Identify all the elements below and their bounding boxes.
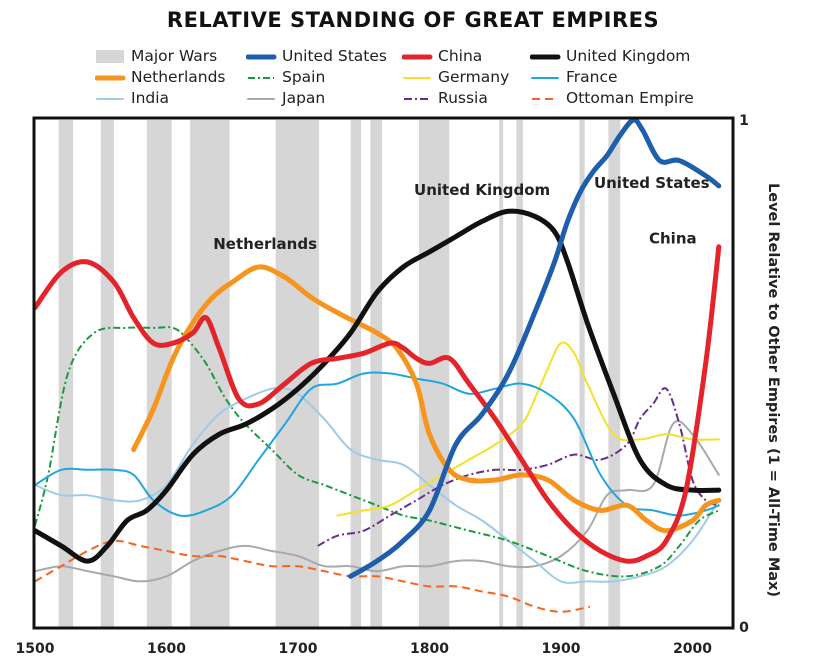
war-band-9 [516,120,523,627]
legend-swatch [95,75,126,81]
x-tick-label: 1500 [16,641,55,657]
legend-label: China [438,47,483,65]
x-axis-ticks: 1500 1600 1700 1800 1900 2000 [16,641,713,657]
legend-swatch [404,98,430,100]
x-tick-label: 2000 [673,641,712,657]
legend-label: United Kingdom [566,47,691,65]
legend-swatch [531,77,559,79]
legend-swatch [248,77,274,79]
x-tick-label: 1900 [542,641,581,657]
chart-title: RELATIVE STANDING OF GREAT EMPIRES [166,8,660,32]
series-line-united-states [348,117,722,579]
legend-label: Japan [282,89,326,107]
legend-label: India [131,89,170,107]
legend-label: Netherlands [131,68,226,86]
annotation-netherlands: Netherlands [213,235,317,253]
series-line-germany [336,341,720,517]
annotation-united-states: United States [594,174,710,192]
y-axis-ticks: 01 [739,113,749,636]
series-lines [32,117,722,613]
legend-swatch [246,54,277,60]
x-tick-label: 1600 [147,641,186,657]
series-line-russia [317,387,720,547]
x-tick-label: 1800 [410,641,449,657]
legend-swatch [96,50,124,63]
legend-label: Spain [282,68,326,86]
legend-label: Germany [438,68,510,86]
war-band-7 [419,120,450,627]
legend-swatch [247,98,275,100]
legend-label: Russia [438,89,488,107]
x-tick-label: 1700 [279,641,318,657]
series-line-united-kingdom [32,208,722,564]
annotation-china: China [649,230,697,248]
legend-swatch [96,98,124,100]
annotation-united-kingdom: United Kingdom [414,181,550,199]
series-line-netherlands [131,264,722,534]
y-tick-label: 1 [739,113,749,129]
war-band-11 [608,120,621,627]
war-band-0 [58,120,74,627]
legend-swatch [403,77,431,79]
plot-frame [32,116,735,630]
annotations: Netherlands United Kingdom United States Ch… [213,174,709,253]
legend-swatch [402,54,433,60]
legend: Major Wars United States China United Kingd… [0,0,826,120]
series-line-spain [34,326,720,578]
legend-label: Ottoman Empire [566,89,694,107]
series-line-japan [34,420,720,583]
series-line-ottoman-empire [34,539,591,613]
legend-swatch [530,54,561,60]
series-line-france [34,371,720,517]
war-band-3 [190,120,230,627]
legend-swatch [532,98,558,100]
legend-label: France [566,68,618,86]
war-band-5 [350,120,362,627]
y-tick-label: 0 [739,620,749,636]
legend-label: Major Wars [131,47,218,65]
legend-label: United States [282,47,387,65]
war-band-8 [499,120,504,627]
y-axis-label: Level Relative to Other Empires (1 = All… [765,183,781,597]
series-line-india [34,386,720,584]
series-line-china [32,244,722,564]
